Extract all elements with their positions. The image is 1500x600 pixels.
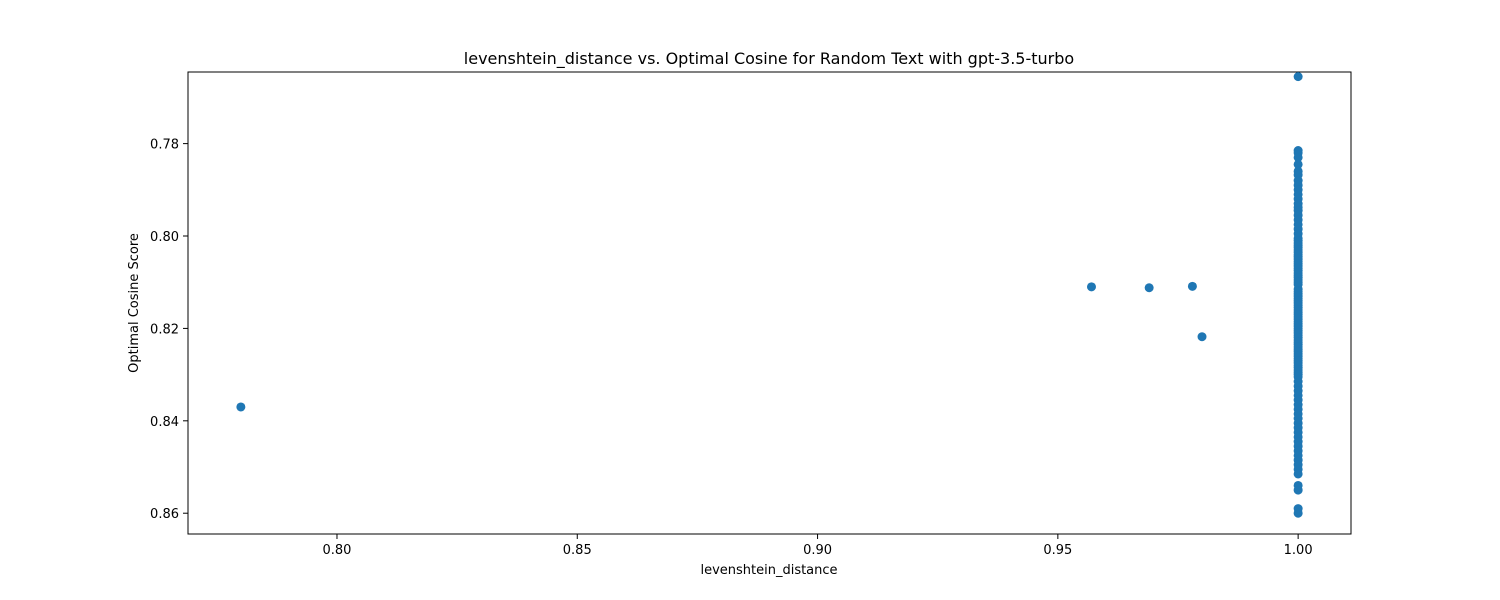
data-point [1293, 277, 1303, 287]
plot-area [187, 71, 1352, 535]
x-tick-label: 0.80 [323, 543, 352, 558]
data-point [1293, 159, 1303, 169]
data-point [1293, 469, 1303, 479]
y-tick-label: 0.84 [150, 415, 179, 430]
x-tick-label: 0.90 [803, 543, 832, 558]
y-tick-label: 0.82 [150, 322, 179, 337]
x-tick-label: 1.00 [1284, 543, 1313, 558]
data-point [1293, 485, 1303, 495]
y-axis-label: Optimal Cosine Score [127, 233, 142, 373]
x-axis-label: levenshtein_distance [700, 563, 837, 578]
y-axis: 0.78 0.80 0.82 0.84 0.86 [150, 138, 188, 522]
data-point [1293, 152, 1303, 162]
x-axis: 0.80 0.85 0.90 0.95 1.00 [323, 534, 1313, 558]
x-tick-label: 0.95 [1043, 543, 1072, 558]
data-point [1197, 332, 1207, 342]
scatter-points [236, 72, 1303, 518]
data-point [1086, 282, 1096, 292]
chart-title: levenshtein_distance vs. Optimal Cosine … [464, 49, 1074, 69]
data-point [1293, 370, 1303, 380]
y-tick-label: 0.80 [150, 230, 179, 245]
data-point [1144, 283, 1154, 293]
data-point [1187, 281, 1197, 291]
y-tick-label: 0.78 [150, 138, 179, 153]
data-point [1293, 508, 1303, 518]
y-tick-label: 0.86 [150, 507, 179, 522]
data-point [236, 402, 246, 412]
data-point [1293, 72, 1303, 82]
x-tick-label: 0.85 [563, 543, 592, 558]
